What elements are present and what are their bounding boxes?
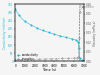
viscosity [58,58,59,59]
viscosity [34,59,36,60]
viscosity [77,57,79,58]
viscosity [40,59,41,60]
viscosity [48,58,49,59]
conductivity [20,17,22,18]
conductivity [75,40,77,41]
Y-axis label: Conductivity (mS/cm): Conductivity (mS/cm) [3,17,7,49]
viscosity [78,56,79,57]
viscosity [17,59,18,60]
Text: Transition: Transition [80,5,94,9]
viscosity [26,59,28,60]
conductivity [52,33,53,34]
conductivity [46,31,47,32]
conductivity [56,34,57,35]
conductivity [72,38,73,39]
conductivity [83,60,84,61]
conductivity [38,28,39,29]
conductivity [77,41,78,42]
viscosity [42,59,43,60]
viscosity [38,59,39,60]
viscosity [30,59,32,60]
viscosity [32,59,34,60]
conductivity [76,40,78,41]
viscosity [80,9,82,10]
conductivity [81,60,82,61]
conductivity [40,29,41,30]
viscosity [52,58,53,59]
viscosity [28,59,30,60]
X-axis label: Time (s): Time (s) [42,68,57,72]
viscosity [22,59,24,60]
viscosity [72,58,73,59]
conductivity [79,55,80,56]
viscosity [77,57,78,58]
conductivity [78,51,80,52]
viscosity [36,59,37,60]
conductivity [78,42,79,43]
viscosity [79,16,80,17]
viscosity [20,59,22,60]
conductivity [16,10,17,11]
viscosity [82,7,84,8]
viscosity [68,58,69,59]
Line: viscosity: viscosity [15,7,84,60]
conductivity [79,59,81,60]
viscosity [78,37,80,38]
viscosity [83,7,84,8]
conductivity [74,39,75,40]
conductivity [74,39,76,40]
conductivity [24,21,26,22]
conductivity [54,34,55,35]
viscosity [44,58,45,59]
conductivity [58,35,59,36]
conductivity [79,58,80,59]
conductivity [82,60,84,61]
conductivity [80,60,82,61]
conductivity [19,15,20,16]
viscosity [76,57,78,58]
viscosity [64,58,65,59]
Y-axis label: Viscosity (mPa.s): Viscosity (mPa.s) [93,20,97,46]
viscosity [15,59,16,60]
viscosity [81,8,82,9]
conductivity [15,9,16,10]
conductivity [30,25,32,26]
conductivity [44,31,45,32]
conductivity [77,41,79,42]
conductivity [66,37,67,38]
conductivity [48,32,49,33]
viscosity [62,58,63,59]
conductivity [42,30,43,31]
conductivity [62,36,63,37]
conductivity [22,19,24,20]
viscosity [50,58,51,59]
conductivity [26,22,28,23]
conductivity [78,44,79,45]
conductivity [78,47,80,48]
viscosity [74,57,76,58]
viscosity [66,58,67,59]
viscosity [54,58,55,59]
viscosity [78,54,79,55]
viscosity [78,49,80,50]
viscosity [70,58,71,59]
viscosity [60,58,61,59]
viscosity [46,58,47,59]
viscosity [19,59,20,60]
viscosity [56,58,57,59]
viscosity [79,11,81,12]
conductivity [17,12,18,13]
Legend: conductivity, viscosity: conductivity, viscosity [17,53,39,61]
Line: conductivity: conductivity [15,9,84,61]
viscosity [75,57,77,58]
viscosity [79,25,80,26]
conductivity [28,23,30,24]
conductivity [70,38,71,39]
viscosity [24,59,26,60]
